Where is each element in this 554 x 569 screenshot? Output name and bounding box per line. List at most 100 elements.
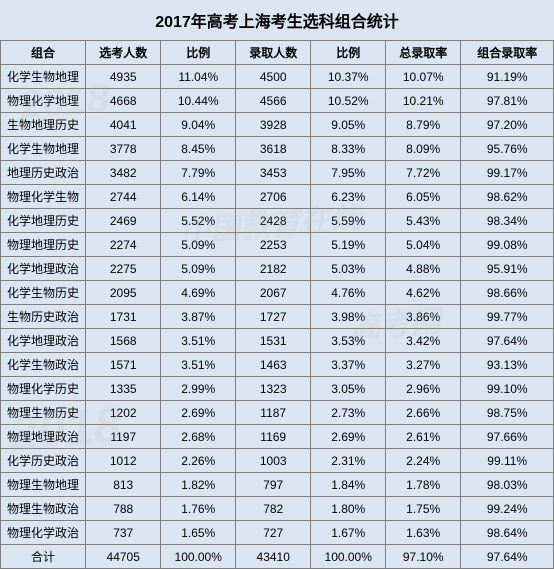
header-total-rate: 总录取率 (385, 41, 460, 65)
table-container: 2018 中国教育在线 2018 高考网 2017年高考上海考生选科组合统计 组… (0, 0, 554, 569)
table-cell: 3618 (235, 137, 310, 161)
table-cell: 98.64% (461, 521, 554, 545)
header-combo-rate: 组合录取率 (461, 41, 554, 65)
table-cell: 物理生物政治 (1, 497, 86, 521)
table-cell: 100.00% (161, 545, 236, 569)
table-cell: 4.62% (385, 281, 460, 305)
table-cell: 6.05% (385, 185, 460, 209)
table-cell: 43410 (235, 545, 310, 569)
table-row: 物理生物地理8131.82%7971.84%1.78%98.03% (1, 473, 554, 497)
table-cell: 737 (86, 521, 161, 545)
table-cell: 98.62% (461, 185, 554, 209)
table-cell: 6.14% (161, 185, 236, 209)
table-cell: 1197 (86, 425, 161, 449)
table-cell: 10.07% (385, 65, 460, 89)
table-cell: 3.42% (385, 329, 460, 353)
table-row: 物理化学历史13352.99%13233.05%2.96%99.10% (1, 377, 554, 401)
table-cell: 5.03% (311, 257, 386, 281)
table-cell: 4935 (86, 65, 161, 89)
table-row: 化学生物历史20954.69%20674.76%4.62%98.66% (1, 281, 554, 305)
table-cell: 2.61% (385, 425, 460, 449)
table-cell: 1.75% (385, 497, 460, 521)
table-row: 物理化学生物27446.14%27066.23%6.05%98.62% (1, 185, 554, 209)
table-cell: 2274 (86, 233, 161, 257)
table-cell: 2706 (235, 185, 310, 209)
table-cell: 98.03% (461, 473, 554, 497)
table-cell: 1571 (86, 353, 161, 377)
table-cell: 8.79% (385, 113, 460, 137)
table-cell: 化学生物历史 (1, 281, 86, 305)
header-admit-count: 录取人数 (235, 41, 310, 65)
table-cell: 1.80% (311, 497, 386, 521)
table-row: 化学生物政治15713.51%14633.37%3.27%93.13% (1, 353, 554, 377)
table-cell: 1323 (235, 377, 310, 401)
table-cell: 97.66% (461, 425, 554, 449)
table-row: 物理地理政治11972.68%11692.69%2.61%97.66% (1, 425, 554, 449)
table-cell: 物理化学政治 (1, 521, 86, 545)
table-cell: 1012 (86, 449, 161, 473)
header-exam-count: 选考人数 (86, 41, 161, 65)
table-cell: 5.59% (311, 209, 386, 233)
table-cell: 化学生物政治 (1, 353, 86, 377)
table-cell: 91.19% (461, 65, 554, 89)
table-cell: 1531 (235, 329, 310, 353)
table-row: 化学历史政治10122.26%10032.31%2.24%99.11% (1, 449, 554, 473)
table-cell: 1.63% (385, 521, 460, 545)
table-row: 物理化学地理466810.44%456610.52%10.21%97.81% (1, 89, 554, 113)
table-cell: 3.86% (385, 305, 460, 329)
table-cell: 7.79% (161, 161, 236, 185)
table-cell: 4566 (235, 89, 310, 113)
table-cell: 3453 (235, 161, 310, 185)
table-cell: 3.51% (161, 329, 236, 353)
table-cell: 4.88% (385, 257, 460, 281)
table-cell: 3.27% (385, 353, 460, 377)
table-row: 生物地理历史40419.04%39289.05%8.79%97.20% (1, 113, 554, 137)
table-cell: 3.05% (311, 377, 386, 401)
table-cell: 3.53% (311, 329, 386, 353)
table-cell: 99.77% (461, 305, 554, 329)
table-row: 化学地理历史24695.52%24285.59%5.43%98.34% (1, 209, 554, 233)
table-cell: 物理化学历史 (1, 377, 86, 401)
table-cell: 3.37% (311, 353, 386, 377)
table-cell: 1.78% (385, 473, 460, 497)
table-cell: 93.13% (461, 353, 554, 377)
table-row: 物理生物政治7881.76%7821.80%1.75%99.24% (1, 497, 554, 521)
page-title: 2017年高考上海考生选科组合统计 (0, 0, 554, 40)
table-cell: 1.67% (311, 521, 386, 545)
table-cell: 2744 (86, 185, 161, 209)
table-cell: 97.81% (461, 89, 554, 113)
table-cell: 2428 (235, 209, 310, 233)
table-cell: 2.69% (311, 425, 386, 449)
table-cell: 4041 (86, 113, 161, 137)
table-body: 化学生物地理493511.04%450010.37%10.07%91.19%物理… (1, 65, 554, 569)
table-row: 化学地理政治15683.51%15313.53%3.42%97.64% (1, 329, 554, 353)
table-cell: 3928 (235, 113, 310, 137)
header-ratio2: 比例 (311, 41, 386, 65)
table-cell: 100.00% (311, 545, 386, 569)
table-cell: 99.08% (461, 233, 554, 257)
table-cell: 1.76% (161, 497, 236, 521)
table-cell: 2253 (235, 233, 310, 257)
table-cell: 化学地理历史 (1, 209, 86, 233)
table-cell: 物理生物历史 (1, 401, 86, 425)
table-cell: 1.65% (161, 521, 236, 545)
table-cell: 97.10% (385, 545, 460, 569)
table-cell: 5.43% (385, 209, 460, 233)
table-cell: 8.45% (161, 137, 236, 161)
table-cell: 1.84% (311, 473, 386, 497)
table-cell: 4668 (86, 89, 161, 113)
table-cell: 5.19% (311, 233, 386, 257)
table-cell: 8.09% (385, 137, 460, 161)
table-cell: 1169 (235, 425, 310, 449)
table-cell: 2095 (86, 281, 161, 305)
table-cell: 727 (235, 521, 310, 545)
table-cell: 5.52% (161, 209, 236, 233)
table-cell: 1731 (86, 305, 161, 329)
table-cell: 2.31% (311, 449, 386, 473)
table-cell: 2182 (235, 257, 310, 281)
table-cell: 化学地理政治 (1, 257, 86, 281)
table-cell: 化学生物地理 (1, 65, 86, 89)
table-cell: 2.99% (161, 377, 236, 401)
table-cell: 10.21% (385, 89, 460, 113)
table-cell: 9.05% (311, 113, 386, 137)
